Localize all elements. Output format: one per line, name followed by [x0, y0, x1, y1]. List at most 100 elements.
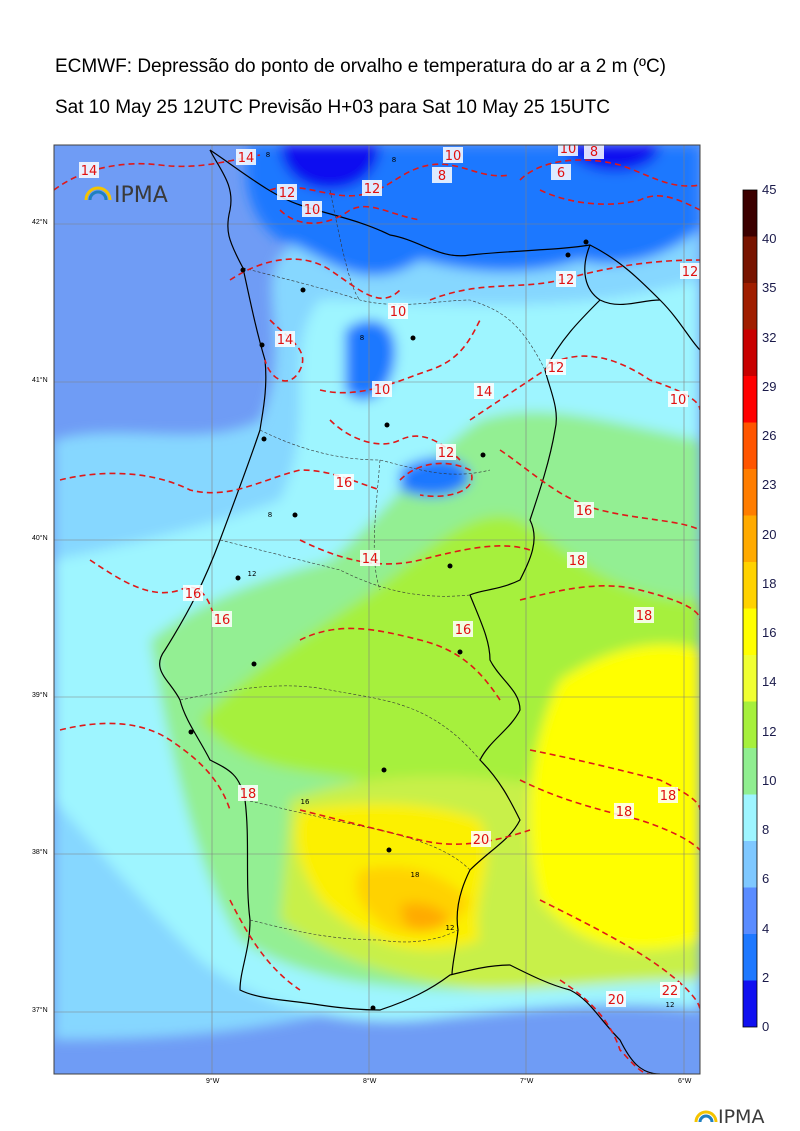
- isoline-label: 20: [473, 833, 490, 848]
- isoline-small-labels: 8 8 8 8 12 16 18 12 12: [248, 151, 675, 1009]
- isoline-label: 10: [304, 203, 321, 218]
- colorbar-swatch: [743, 236, 757, 283]
- isoline-label-bg: [558, 145, 578, 156]
- lat-tick-label: 42°N: [32, 219, 48, 226]
- isoline-label-bg: [436, 444, 456, 460]
- colorbar-swatch: [743, 887, 757, 934]
- isoline-label: 10: [374, 383, 391, 398]
- colorbar-label: 40: [762, 231, 777, 247]
- district-borders: [179, 189, 546, 943]
- colorbar-swatch: [743, 748, 757, 795]
- colorbar-swatch: [743, 980, 757, 1027]
- isoline-label-bg: [658, 787, 678, 803]
- isoline-label: 12: [548, 361, 565, 376]
- isoline-label-bg: [236, 149, 256, 165]
- lon-tick-label: 9°W: [206, 1078, 220, 1085]
- isoline-label-bg: [212, 611, 232, 627]
- isoline-label-bg: [79, 162, 99, 178]
- isoline-label: 14: [362, 552, 379, 567]
- isoline-label-bg: [334, 474, 354, 490]
- isoline-label: 22: [662, 984, 679, 999]
- colorbar-swatch: [743, 422, 757, 469]
- colorbar-label: 16: [762, 625, 777, 641]
- colorbar-label: 29: [762, 378, 777, 394]
- colorbar-swatch: [743, 562, 757, 609]
- isoline-label: 10: [390, 305, 407, 320]
- colorbar: [742, 189, 758, 1028]
- isoline-label-bg: [680, 263, 700, 279]
- isoline-label-bg: [372, 381, 392, 397]
- isoline-label-bg: [660, 982, 680, 998]
- colorbar-label: 8: [762, 822, 770, 838]
- isoline-label-bg: [302, 201, 322, 217]
- isoline-label: 16: [336, 476, 353, 491]
- isoline-label-bg: [360, 550, 380, 566]
- colorbar-swatch: [743, 190, 757, 237]
- isoline-label-bg: [275, 331, 295, 347]
- lat-tick-label: 37°N: [32, 1007, 48, 1014]
- isoline-label: 10: [670, 393, 687, 408]
- colorbar-label: 26: [762, 428, 777, 444]
- isoline-label-bg: [453, 621, 473, 637]
- colorbar-swatch: [743, 376, 757, 423]
- isoline-label: 14: [277, 333, 294, 348]
- isoline-label: 10: [560, 142, 577, 157]
- isoline-small-label: 16: [301, 798, 310, 806]
- colorbar-frame: [742, 189, 758, 1028]
- colorbar-label: 23: [762, 477, 777, 493]
- isoline-label-bg: [443, 147, 463, 163]
- svg-text:IPMA: IPMA: [718, 1106, 764, 1128]
- colorbar-label: 0: [762, 1019, 770, 1034]
- isoline-small-label: 12: [666, 1001, 675, 1009]
- isoline-label: 14: [476, 385, 493, 400]
- ipma-footer-logo: IPMA: [694, 1106, 764, 1128]
- isoline-label: 16: [455, 623, 472, 638]
- map-title: ECMWF: Depressão do ponto de orvalho e t…: [55, 56, 666, 77]
- colorbar-swatch: [743, 934, 757, 981]
- isoline-label-bg: [556, 271, 576, 287]
- isoline-label: 18: [240, 787, 257, 802]
- field-shading: 14 14 12 12 10 10 8 8 6 10 12 14 10 12 14 10 12 10 16 12 16 1…: [54, 142, 700, 1074]
- isoline-label: 12: [364, 182, 381, 197]
- isoline-label: 18: [569, 554, 586, 569]
- isoline-label: 18: [636, 609, 653, 624]
- isoline-label: 14: [81, 164, 98, 179]
- isoline-label-bg: [606, 991, 626, 1007]
- ipma-map-logo: IPMA: [84, 183, 168, 208]
- isoline-label-bg: [432, 167, 452, 183]
- isoline-label: 14: [238, 151, 255, 166]
- isoline-label: 20: [608, 993, 625, 1008]
- colorbar-swatch: [743, 655, 757, 702]
- isoline-label: 12: [438, 446, 455, 461]
- isoline-label: 16: [576, 504, 593, 519]
- isoline-label: 8: [590, 145, 598, 160]
- isoline-small-label: 8: [266, 151, 270, 159]
- isoline-label-bg: [183, 585, 203, 601]
- colorbar-swatch: [743, 841, 757, 888]
- graticule: [54, 145, 700, 1074]
- svg-text:IPMA: IPMA: [114, 183, 168, 208]
- isoline-label-bg: [362, 180, 382, 196]
- lat-tick-label: 38°N: [32, 849, 48, 856]
- isoline-label: 12: [682, 265, 699, 280]
- colorbar-label: 20: [762, 526, 777, 542]
- colorbar-label: 35: [762, 280, 777, 296]
- colorbar-swatch: [743, 608, 757, 655]
- colorbar-swatch: [743, 283, 757, 330]
- colorbar-swatch: [743, 794, 757, 841]
- lat-tick-label: 39°N: [32, 692, 48, 699]
- colorbar-label: 32: [762, 329, 777, 345]
- colorbar-label: 14: [762, 674, 777, 690]
- colorbar-label: 6: [762, 871, 770, 887]
- city-markers: [188, 239, 589, 1011]
- isoline-small-label: 8: [392, 156, 396, 164]
- colorbar-label: 2: [762, 969, 770, 985]
- isoline-label-bg: [546, 359, 566, 375]
- isoline-label: 18: [660, 789, 677, 804]
- map-frame: [53, 144, 701, 1075]
- isoline-small-label: 12: [446, 924, 455, 932]
- isoline-label-bg: [668, 391, 688, 407]
- colorbar-swatch: [743, 701, 757, 748]
- colorbar-swatch: [743, 469, 757, 516]
